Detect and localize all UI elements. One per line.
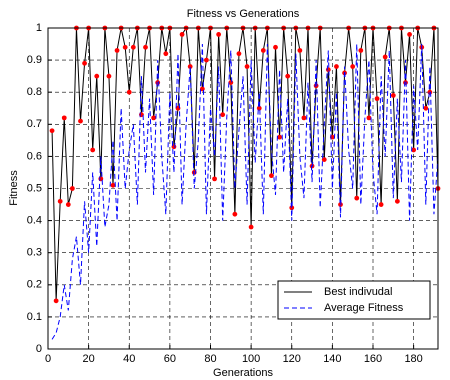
y-axis-label: Fitness (8, 170, 20, 206)
x-tick-label: 60 (164, 353, 176, 365)
data-point (163, 51, 169, 57)
data-point (82, 60, 87, 66)
data-point (313, 83, 319, 89)
data-point (269, 173, 274, 179)
data-point (126, 89, 132, 95)
data-point (309, 163, 315, 169)
data-point (179, 32, 185, 37)
x-tick-label: 20 (83, 353, 95, 365)
data-point (220, 112, 226, 118)
data-point (61, 115, 67, 121)
data-point (285, 73, 291, 79)
y-tick-label: 0.3 (27, 247, 42, 259)
x-tick-label: 40 (123, 353, 135, 365)
legend-label: Average Fitness (324, 302, 404, 314)
data-point (78, 118, 83, 124)
x-tick-label: 120 (283, 353, 301, 365)
x-tick-label: 140 (323, 353, 341, 365)
x-tick-label: 0 (45, 353, 51, 365)
data-point (122, 44, 128, 50)
y-tick-label: 0.6 (27, 150, 42, 162)
data-point (94, 73, 100, 79)
y-tick-label: 0 (36, 343, 42, 355)
data-point (114, 48, 120, 53)
data-point (53, 298, 59, 304)
data-point (110, 182, 116, 188)
data-point (277, 134, 282, 140)
data-point (130, 44, 136, 50)
data-point (151, 115, 157, 121)
data-point (394, 198, 400, 204)
x-axis-label: Generations (213, 367, 273, 379)
data-point (187, 64, 193, 69)
data-point (301, 115, 307, 121)
y-tick-label: 0.8 (27, 86, 42, 98)
data-point (350, 64, 356, 69)
data-point (143, 44, 148, 50)
y-tick-label: 1 (36, 22, 42, 34)
data-point (321, 157, 327, 163)
data-point (297, 48, 303, 53)
legend: Best indivudal Average Fitness (277, 280, 431, 320)
x-tick-label: 80 (204, 353, 216, 365)
data-point (325, 67, 331, 73)
series-line (51, 26, 439, 301)
chart-title: Fitness vs Generations (187, 8, 300, 20)
y-tick-label: 0.5 (27, 182, 42, 194)
y-tick-label: 0.2 (27, 279, 42, 291)
series-line (51, 44, 439, 340)
y-tick-label: 0.4 (27, 215, 42, 227)
data-point (216, 32, 222, 37)
data-point (407, 32, 412, 37)
data-point (273, 44, 278, 50)
data-point (374, 96, 380, 102)
y-tick-label: 0.7 (27, 118, 42, 130)
legend-label: Best indivudal (324, 286, 393, 298)
data-point (382, 54, 388, 60)
x-tick-label: 100 (242, 353, 260, 365)
legend-box (277, 280, 431, 320)
data-point (155, 80, 161, 85)
data-point (232, 211, 238, 217)
data-point (411, 147, 417, 153)
data-point (212, 176, 217, 182)
data-point (204, 57, 209, 63)
data-point (378, 202, 384, 207)
data-point (248, 224, 254, 230)
data-point (57, 198, 63, 204)
data-point (49, 128, 55, 134)
y-tick-label: 0.9 (27, 54, 42, 66)
data-point (69, 186, 75, 191)
data-point (65, 202, 71, 207)
data-point (236, 51, 242, 57)
data-point (354, 195, 360, 201)
data-point (427, 89, 433, 95)
x-tick-label: 160 (364, 353, 382, 365)
data-point (366, 115, 372, 121)
y-tick-label: 0.1 (27, 311, 42, 323)
data-point (106, 73, 112, 79)
data-point (244, 64, 250, 69)
data-point (256, 105, 262, 111)
data-point (260, 48, 266, 53)
data-point (390, 93, 396, 98)
plot-frame (47, 27, 439, 350)
data-point (358, 48, 364, 53)
x-tick-label: 180 (404, 353, 422, 365)
data-point (90, 147, 96, 153)
data-point (423, 105, 429, 111)
data-point (403, 80, 408, 85)
data-point (334, 64, 339, 69)
